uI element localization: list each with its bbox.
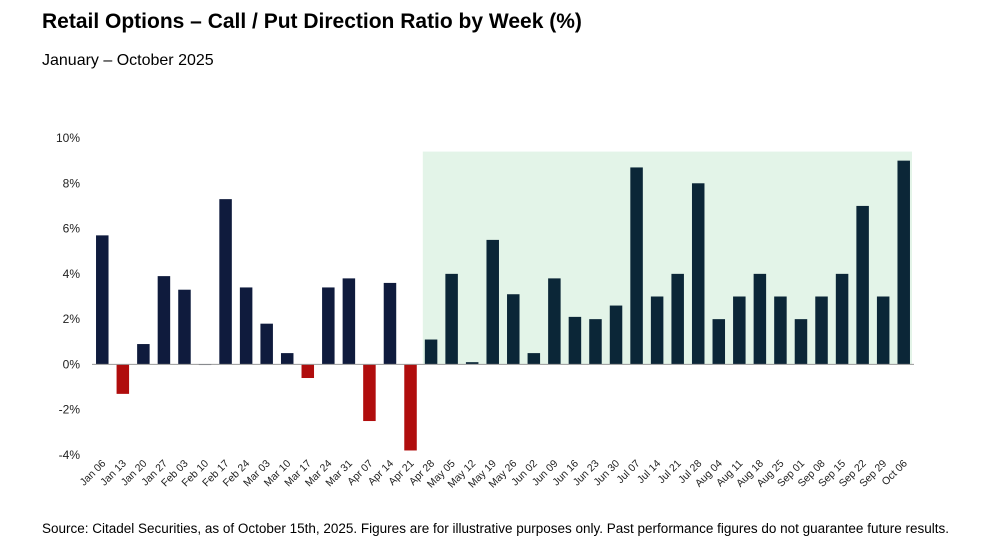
bar	[897, 160, 910, 365]
bar	[527, 353, 541, 365]
bar	[280, 353, 294, 365]
bar	[157, 276, 171, 365]
bar	[322, 287, 335, 365]
bar	[260, 323, 273, 365]
bar	[774, 296, 787, 365]
y-tick-label: 8%	[63, 176, 81, 190]
bar	[424, 339, 438, 365]
bar	[589, 319, 602, 365]
source-footnote: Source: Citadel Securities, as of Octobe…	[42, 521, 949, 536]
y-tick-label: 0%	[63, 357, 81, 371]
bar	[507, 294, 520, 365]
bar	[815, 296, 828, 365]
bar	[301, 364, 315, 379]
bar	[404, 364, 417, 451]
bar	[650, 296, 664, 365]
bar	[794, 319, 808, 365]
bar	[856, 205, 869, 365]
bar	[876, 296, 890, 365]
bar	[465, 362, 479, 365]
y-tick-label: 4%	[63, 267, 81, 281]
bar	[486, 239, 499, 365]
bar	[96, 235, 109, 365]
y-tick-label: -4%	[59, 448, 81, 462]
bar	[630, 167, 643, 365]
highlight-region	[422, 151, 912, 365]
y-tick-label: 10%	[56, 131, 80, 145]
chart-title: Retail Options – Call / Put Direction Ra…	[42, 10, 582, 33]
bar	[383, 282, 397, 365]
bar	[342, 278, 356, 365]
bar	[116, 364, 130, 394]
bar	[548, 278, 561, 365]
bar	[137, 344, 150, 365]
bar	[178, 289, 191, 365]
bar	[445, 273, 458, 365]
chart-subtitle: January – October 2025	[42, 52, 214, 69]
bar	[835, 273, 849, 365]
bar	[568, 316, 582, 365]
bar	[239, 287, 253, 365]
bar	[712, 319, 726, 365]
bar	[733, 296, 746, 365]
bar	[671, 273, 684, 365]
bar	[691, 183, 705, 365]
y-tick-label: -2%	[59, 403, 81, 417]
bar	[609, 305, 623, 365]
bar	[219, 199, 232, 365]
bar	[753, 273, 767, 365]
bar	[363, 364, 376, 422]
y-tick-label: 6%	[63, 222, 81, 236]
y-tick-label: 2%	[63, 312, 81, 326]
